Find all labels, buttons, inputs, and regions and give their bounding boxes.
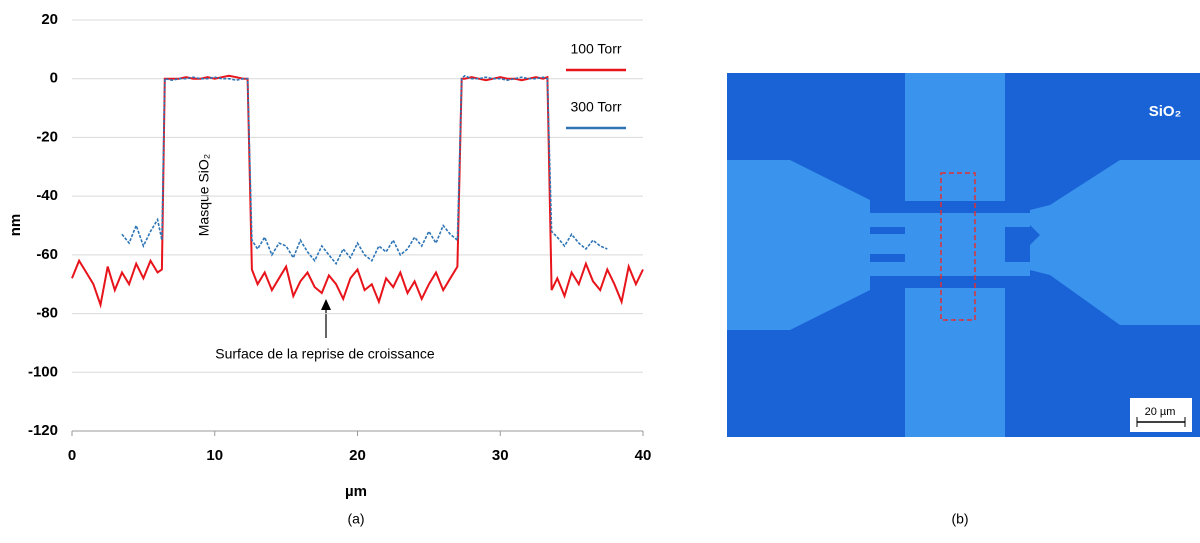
y-tick-label: -60 [36,246,58,263]
y-tick-label: -20 [36,128,58,145]
micrograph [727,73,1200,437]
x-tick-label: 40 [635,447,652,464]
legend-label: 100 Torr [570,41,621,57]
y-tick-label: -40 [36,187,58,204]
y-axis-title: nm [7,214,24,237]
y-tick-label: -120 [28,422,58,439]
x-tick-label: 0 [68,447,76,464]
x-tick-label: 10 [206,447,223,464]
scale-bar-label: 20 µm [1145,406,1176,418]
y-tick-label: 0 [50,70,58,87]
x-axis-title: µm [345,483,367,500]
x-tick-label: 30 [492,447,509,464]
caption: (b) [951,511,968,527]
legend-label: 300 Torr [570,99,621,115]
y-tick-label: -100 [28,363,58,380]
y-tick-label: 20 [41,11,58,28]
x-tick-label: 20 [349,447,366,464]
series-line [71,74,644,309]
annotation: Surface de la reprise de croissance [215,346,435,362]
series-line [121,74,608,266]
y-tick-label: -80 [36,305,58,322]
caption: (a) [347,511,364,527]
annotation: Masque SiO₂ [196,154,212,236]
image-label: SiO₂ [1149,103,1182,120]
annotation-arrowhead [321,299,331,310]
